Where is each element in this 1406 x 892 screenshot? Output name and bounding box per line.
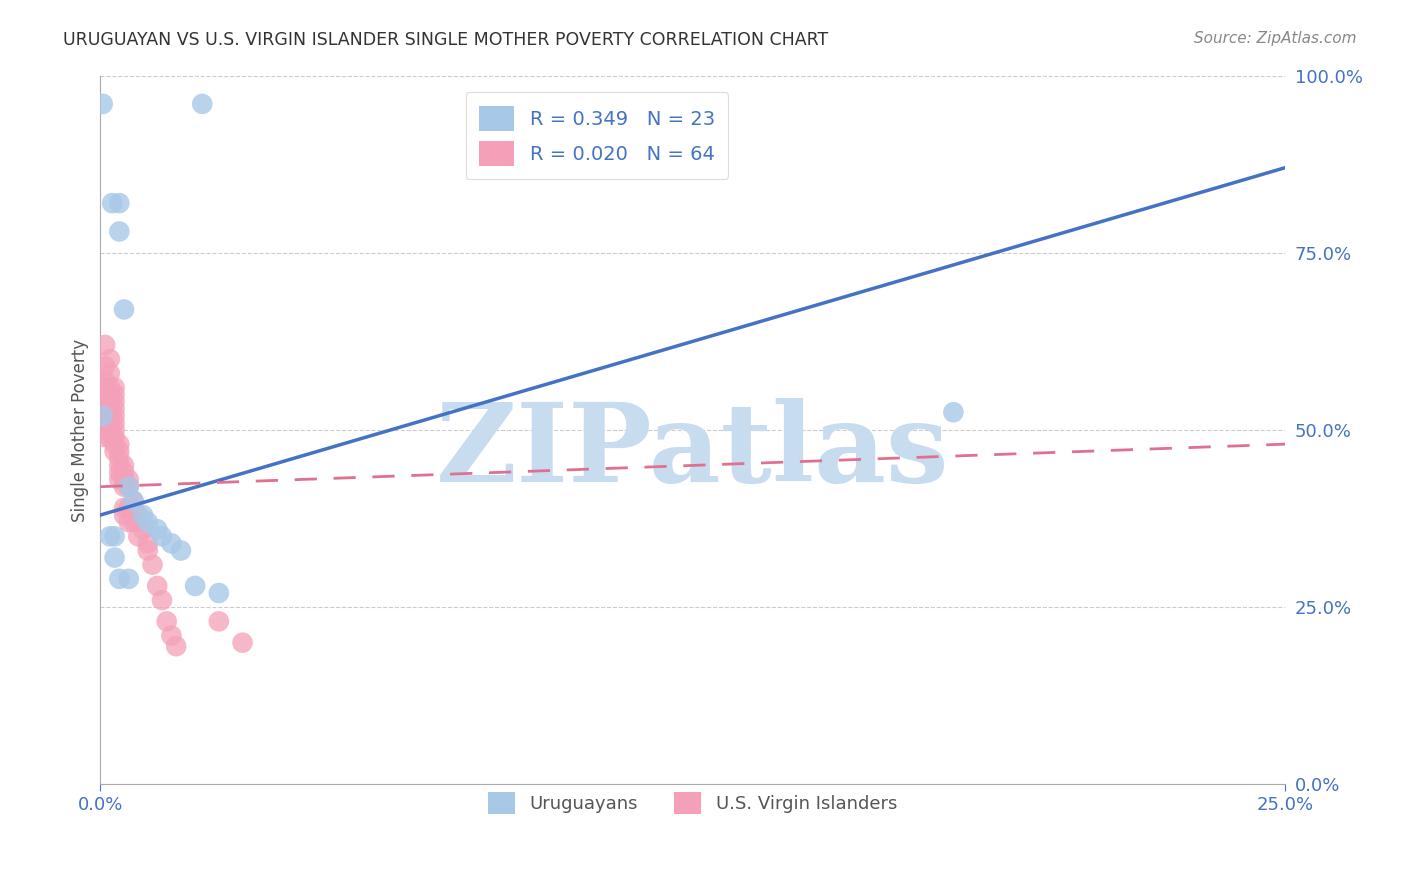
- Point: [108, 444, 131, 458]
- Point: [112, 302, 135, 317]
- Point: [231, 635, 253, 649]
- Point: [146, 579, 169, 593]
- Point: [118, 480, 141, 494]
- Legend: Uruguayans, U.S. Virgin Islanders: Uruguayans, U.S. Virgin Islanders: [478, 781, 908, 825]
- Point: [94, 387, 117, 401]
- Point: [132, 522, 155, 536]
- Point: [122, 494, 145, 508]
- Point: [136, 515, 159, 529]
- Point: [94, 380, 117, 394]
- Point: [103, 430, 125, 444]
- Point: [122, 515, 145, 529]
- Point: [91, 409, 114, 423]
- Text: URUGUAYAN VS U.S. VIRGIN ISLANDER SINGLE MOTHER POVERTY CORRELATION CHART: URUGUAYAN VS U.S. VIRGIN ISLANDER SINGLE…: [63, 31, 828, 49]
- Point: [103, 416, 125, 430]
- Point: [112, 473, 135, 487]
- Point: [112, 508, 135, 522]
- Point: [94, 338, 117, 352]
- Point: [150, 529, 173, 543]
- Point: [108, 466, 131, 480]
- Point: [112, 480, 135, 494]
- Point: [98, 394, 121, 409]
- Point: [108, 196, 131, 211]
- Point: [112, 500, 135, 515]
- Point: [136, 536, 159, 550]
- Point: [141, 558, 163, 572]
- Point: [98, 423, 121, 437]
- Point: [108, 451, 131, 466]
- Point: [118, 515, 141, 529]
- Point: [98, 416, 121, 430]
- Point: [118, 500, 141, 515]
- Point: [127, 508, 149, 522]
- Point: [98, 380, 121, 394]
- Point: [118, 572, 141, 586]
- Point: [127, 515, 149, 529]
- Point: [103, 380, 125, 394]
- Point: [94, 394, 117, 409]
- Point: [108, 225, 131, 239]
- Point: [98, 409, 121, 423]
- Point: [118, 473, 141, 487]
- Point: [98, 529, 121, 543]
- Y-axis label: Single Mother Poverty: Single Mother Poverty: [72, 338, 89, 522]
- Point: [208, 586, 231, 600]
- Point: [942, 405, 965, 419]
- Point: [94, 359, 117, 374]
- Point: [98, 387, 121, 401]
- Point: [108, 473, 131, 487]
- Point: [103, 409, 125, 423]
- Point: [98, 352, 121, 367]
- Point: [94, 430, 117, 444]
- Point: [103, 444, 125, 458]
- Point: [146, 522, 169, 536]
- Point: [136, 543, 159, 558]
- Point: [94, 373, 117, 387]
- Point: [122, 494, 145, 508]
- Point: [103, 387, 125, 401]
- Point: [103, 401, 125, 416]
- Point: [160, 536, 183, 550]
- Point: [122, 500, 145, 515]
- Text: ZIPatlas: ZIPatlas: [436, 398, 949, 505]
- Point: [191, 96, 214, 111]
- Point: [101, 196, 124, 211]
- Point: [108, 572, 131, 586]
- Point: [112, 466, 135, 480]
- Point: [132, 508, 155, 522]
- Point: [103, 423, 125, 437]
- Point: [103, 529, 125, 543]
- Point: [150, 593, 173, 607]
- Point: [103, 394, 125, 409]
- Point: [91, 96, 114, 111]
- Point: [170, 543, 193, 558]
- Point: [156, 615, 179, 629]
- Point: [94, 409, 117, 423]
- Point: [94, 416, 117, 430]
- Point: [98, 401, 121, 416]
- Point: [98, 366, 121, 380]
- Point: [165, 639, 187, 653]
- Point: [118, 480, 141, 494]
- Point: [127, 529, 149, 543]
- Point: [103, 550, 125, 565]
- Point: [108, 458, 131, 473]
- Point: [108, 437, 131, 451]
- Text: Source: ZipAtlas.com: Source: ZipAtlas.com: [1194, 31, 1357, 46]
- Point: [94, 401, 117, 416]
- Point: [103, 437, 125, 451]
- Point: [208, 615, 231, 629]
- Point: [160, 629, 183, 643]
- Point: [184, 579, 207, 593]
- Point: [98, 430, 121, 444]
- Point: [112, 458, 135, 473]
- Point: [94, 423, 117, 437]
